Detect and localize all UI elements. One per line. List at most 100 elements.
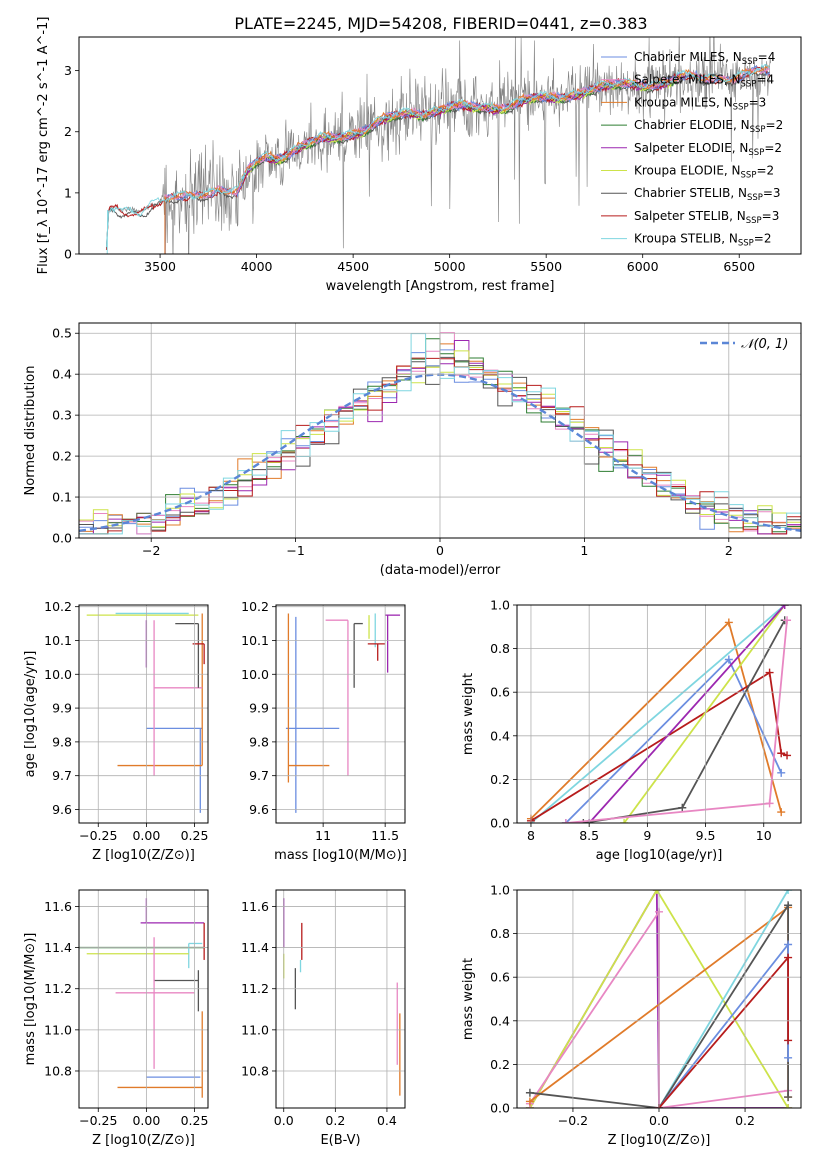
y-tick-label: 0.0 [490, 816, 510, 831]
y-tick-label: 0.8 [490, 926, 510, 941]
y-tick-label: 11.0 [241, 1022, 269, 1037]
legend-label: 𝒩(0, 1) [741, 337, 788, 352]
y-tick-label: 9.8 [52, 734, 72, 749]
x-tick-label: −2 [142, 543, 160, 558]
y-tick-label: 9.9 [52, 701, 72, 716]
legend-label: Kroupa STELIB, NSSP=2 [634, 232, 772, 249]
weight-line-kroupa-stelib [658, 890, 789, 1108]
errorbar-kroupa-miles [117, 1011, 203, 1098]
legend-label: Kroupa ELODIE, NSSP=2 [634, 164, 774, 181]
weight-marker [620, 819, 629, 823]
x-axis-label: Z [log10(Z/Z⊙)] [92, 848, 195, 863]
y-axis-label: mass weight [461, 958, 476, 1040]
y-tick-label: 10.0 [44, 667, 72, 682]
y-tick-label: 9.6 [52, 802, 72, 817]
y-tick-label: 0.4 [490, 728, 510, 743]
x-tick-label: 0.4 [377, 1113, 397, 1128]
panel-EBV-mass: 0.0 0.2 0.4 10.8 11.0 11.2 11.4 11.6 E(B-V) [241, 889, 406, 1148]
y-tick-label: 0.4 [52, 367, 72, 382]
histogram-chabrier-elodie [79, 338, 801, 535]
y-tick-label: 0.4 [490, 1013, 510, 1028]
x-tick-label: 6500 [723, 259, 755, 274]
weight-marker [561, 819, 570, 823]
y-tick-label: 11.4 [241, 940, 269, 955]
weight-marker [724, 655, 733, 664]
weight-marker [783, 751, 792, 760]
legend-label: Salpeter ELODIE, NSSP=2 [634, 141, 782, 158]
weight-marker [784, 1053, 793, 1062]
x-tick-label: 4500 [337, 259, 369, 274]
plot-area-mass-age [285, 613, 401, 813]
y-axis-label: Normed distribution [23, 366, 38, 496]
weight-marker [784, 940, 793, 949]
weight-marker [652, 890, 661, 894]
legend-label: Chabrier STELIB, NSSP=3 [634, 186, 781, 203]
weight-marker [724, 618, 733, 627]
axes-frame [78, 322, 802, 539]
weight-marker [525, 1088, 534, 1097]
y-tick-label: 9.8 [249, 734, 269, 749]
x-tick-label: 0.00 [132, 1113, 160, 1128]
x-tick-label: 0.2 [735, 1113, 755, 1128]
x-tick-label: 8.5 [579, 828, 599, 843]
model-spectrum-salpeter-miles [164, 66, 770, 254]
x-axis-label: (data-model)/error [380, 563, 501, 578]
weight-line-kroupa-stelib [530, 605, 786, 823]
x-tick-label: 0.00 [132, 828, 160, 843]
x-tick-label: 0.0 [274, 1113, 294, 1128]
x-tick-label: 9 [643, 828, 651, 843]
y-tick-label: 1.0 [490, 598, 510, 613]
x-axis-label: mass [log10(M/M⊙)] [274, 848, 407, 863]
x-axis-label: E(B-V) [320, 1133, 360, 1148]
y-tick-label: 11.2 [241, 981, 269, 996]
y-tick-label: 0.2 [52, 449, 72, 464]
y-axis-label: age [log10(age/yr)] [23, 651, 38, 778]
y-tick-label: 0.3 [52, 408, 72, 423]
legend-label: Salpeter STELIB, NSSP=3 [634, 209, 779, 226]
x-tick-label: 10 [756, 828, 772, 843]
axes-frame [78, 36, 802, 255]
y-tick-label: 0.8 [490, 641, 510, 656]
x-tick-label: 8 [527, 828, 535, 843]
x-tick-label: −1 [286, 543, 304, 558]
errorbar-salpeter-miles [115, 937, 195, 1069]
y-tick-label: 9.7 [249, 768, 269, 783]
y-tick-label: 11.4 [44, 940, 72, 955]
weight-marker [780, 605, 789, 609]
y-tick-label: 10.2 [241, 599, 269, 614]
panel-residuals: −2 −1 0 1 2 0.0 0.1 0.2 0.3 0.4 0.5 (data-model)/er… [23, 322, 802, 578]
errorbar-chabrier-miles [285, 616, 340, 813]
y-tick-label: 0.2 [490, 1057, 510, 1072]
weight-marker [784, 1036, 793, 1045]
x-tick-label: 0.0 [649, 1113, 669, 1128]
plot-area-spectrum [105, 37, 771, 254]
weight-marker [777, 768, 786, 777]
panel-age-weight: 8 8.5 9 9.5 10 0.0 0.2 0.4 0.6 0.8 1.0 age [log10(a… [461, 598, 802, 863]
panel-Z-weight: −0.2 0.0 0.2 0.0 0.2 0.4 0.6 0.8 1.0 Z [log10(Z/Z… [461, 883, 802, 1148]
weight-line-salpeter-elodie [588, 605, 786, 823]
errorbar-chabrier-miles [146, 727, 203, 813]
y-tick-label: 0.6 [490, 685, 510, 700]
legend-label: Chabrier MILES, NSSP=4 [634, 50, 775, 67]
model-spectrum-kroupa-stelib [105, 63, 771, 248]
weight-line-kroupa-elodie [623, 605, 786, 823]
x-axis-label: Z [log10(Z/Z⊙)] [608, 1133, 711, 1148]
weight-marker [784, 901, 793, 910]
y-tick-label: 9.7 [52, 768, 72, 783]
x-tick-label: 0.25 [181, 1113, 209, 1128]
y-tick-label: 10.2 [44, 599, 72, 614]
y-tick-label: 11.0 [44, 1022, 72, 1037]
plot-area-Z-age [86, 612, 205, 813]
x-tick-label: 2 [725, 543, 733, 558]
x-axis-label: age [log10(age/yr)] [596, 848, 723, 863]
model-spectrum-chabrier-miles [164, 64, 770, 254]
y-tick-label: 10.8 [241, 1063, 269, 1078]
weight-marker [784, 953, 793, 962]
legend-label: Chabrier ELODIE, NSSP=2 [634, 118, 783, 135]
x-tick-label: 4000 [241, 259, 273, 274]
y-tick-label: 10.0 [241, 667, 269, 682]
panel-Z-age: −0.25 0.00 0.25 9.6 9.7 9.8 9.9 10.0 10.1 10.2 Z [… [23, 599, 209, 863]
errorbar-kroupa-miles [287, 613, 330, 783]
weight-marker [765, 799, 774, 808]
errorbar-chabrier-stelib [154, 970, 200, 1012]
